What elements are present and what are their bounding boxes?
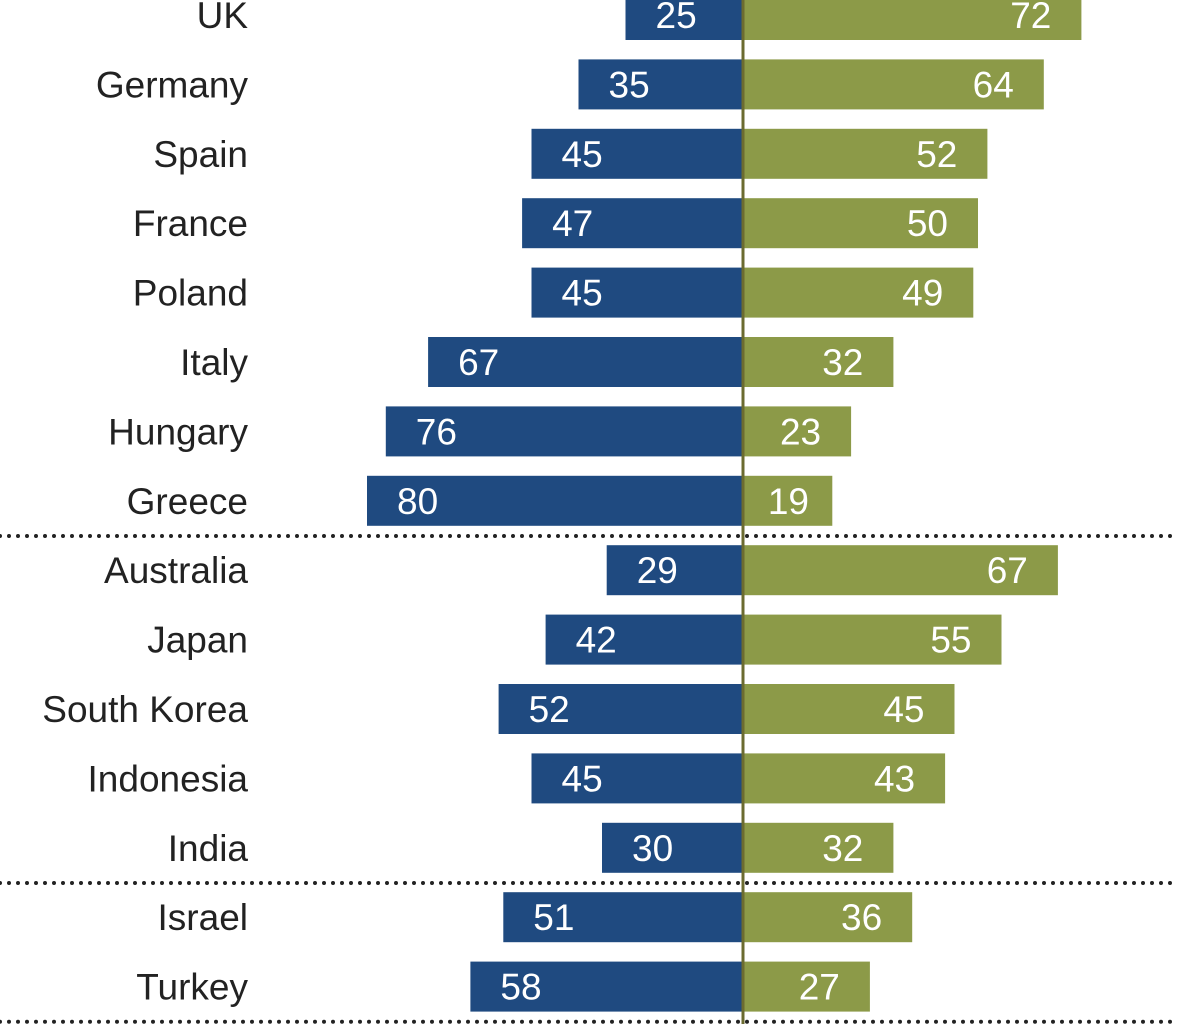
right-value-label: 27 <box>799 967 840 1008</box>
left-bar <box>606 545 743 596</box>
left-bar <box>522 198 743 249</box>
category-label: Spain <box>153 134 248 175</box>
left-value-label: 52 <box>529 689 570 730</box>
right-bar <box>743 753 946 804</box>
right-value-label: 64 <box>973 64 1014 105</box>
right-value-label: 32 <box>822 828 863 869</box>
right-bar <box>743 892 913 943</box>
left-bar <box>531 267 743 318</box>
category-label: Germany <box>96 64 249 105</box>
right-value-label: 43 <box>874 758 915 799</box>
category-label: Israel <box>158 897 248 938</box>
left-value-label: 42 <box>576 620 617 661</box>
right-value-label: 55 <box>930 620 971 661</box>
category-label: Greece <box>127 481 248 522</box>
category-label: Italy <box>180 342 248 383</box>
left-bar <box>531 753 743 804</box>
right-bar <box>743 267 974 318</box>
right-value-label: 67 <box>987 550 1028 591</box>
category-label: UK <box>197 0 249 36</box>
left-bar <box>545 614 743 665</box>
left-value-label: 67 <box>458 342 499 383</box>
right-value-label: 36 <box>841 897 882 938</box>
left-value-label: 35 <box>609 64 650 105</box>
left-bar <box>531 128 743 179</box>
left-value-label: 45 <box>562 758 603 799</box>
right-bar <box>743 545 1058 596</box>
left-value-label: 30 <box>632 828 673 869</box>
left-bar <box>625 0 743 40</box>
right-bar <box>743 0 1082 40</box>
left-value-label: 80 <box>397 481 438 522</box>
right-value-label: 19 <box>768 481 809 522</box>
right-value-label: 50 <box>907 203 948 244</box>
left-value-label: 51 <box>533 897 574 938</box>
right-bar <box>743 475 833 526</box>
left-value-label: 25 <box>656 0 697 36</box>
right-value-label: 72 <box>1010 0 1051 36</box>
right-value-label: 32 <box>822 342 863 383</box>
left-bar <box>498 684 743 734</box>
right-bar <box>743 961 870 1012</box>
category-label: Turkey <box>136 967 248 1008</box>
right-value-label: 52 <box>916 134 957 175</box>
left-value-label: 45 <box>562 134 603 175</box>
left-value-label: 76 <box>416 411 457 452</box>
right-value-label: 49 <box>902 273 943 314</box>
category-label: Australia <box>104 550 248 591</box>
left-bar <box>385 406 743 457</box>
left-bar <box>470 961 743 1012</box>
left-bar <box>428 337 743 387</box>
right-value-label: 45 <box>883 689 924 730</box>
category-label: Japan <box>147 620 248 661</box>
category-label: Hungary <box>108 411 248 452</box>
right-bar <box>743 337 894 387</box>
left-bar <box>367 475 743 526</box>
category-label: India <box>168 828 249 869</box>
right-bar <box>743 614 1002 665</box>
left-bar <box>503 892 743 943</box>
left-bar <box>602 822 743 873</box>
category-label: Indonesia <box>88 758 249 799</box>
left-value-label: 45 <box>562 273 603 314</box>
left-value-label: 58 <box>500 967 541 1008</box>
right-value-label: 23 <box>780 411 821 452</box>
right-bar <box>743 684 955 734</box>
left-bar <box>578 59 743 110</box>
category-label: Poland <box>133 273 248 314</box>
left-value-label: 47 <box>552 203 593 244</box>
right-bar <box>743 822 894 873</box>
right-bar <box>743 59 1044 110</box>
right-bar <box>743 406 852 457</box>
category-label: France <box>133 203 248 244</box>
right-bar <box>743 198 978 249</box>
right-bar <box>743 128 988 179</box>
category-label: South Korea <box>42 689 248 730</box>
left-value-label: 29 <box>637 550 678 591</box>
